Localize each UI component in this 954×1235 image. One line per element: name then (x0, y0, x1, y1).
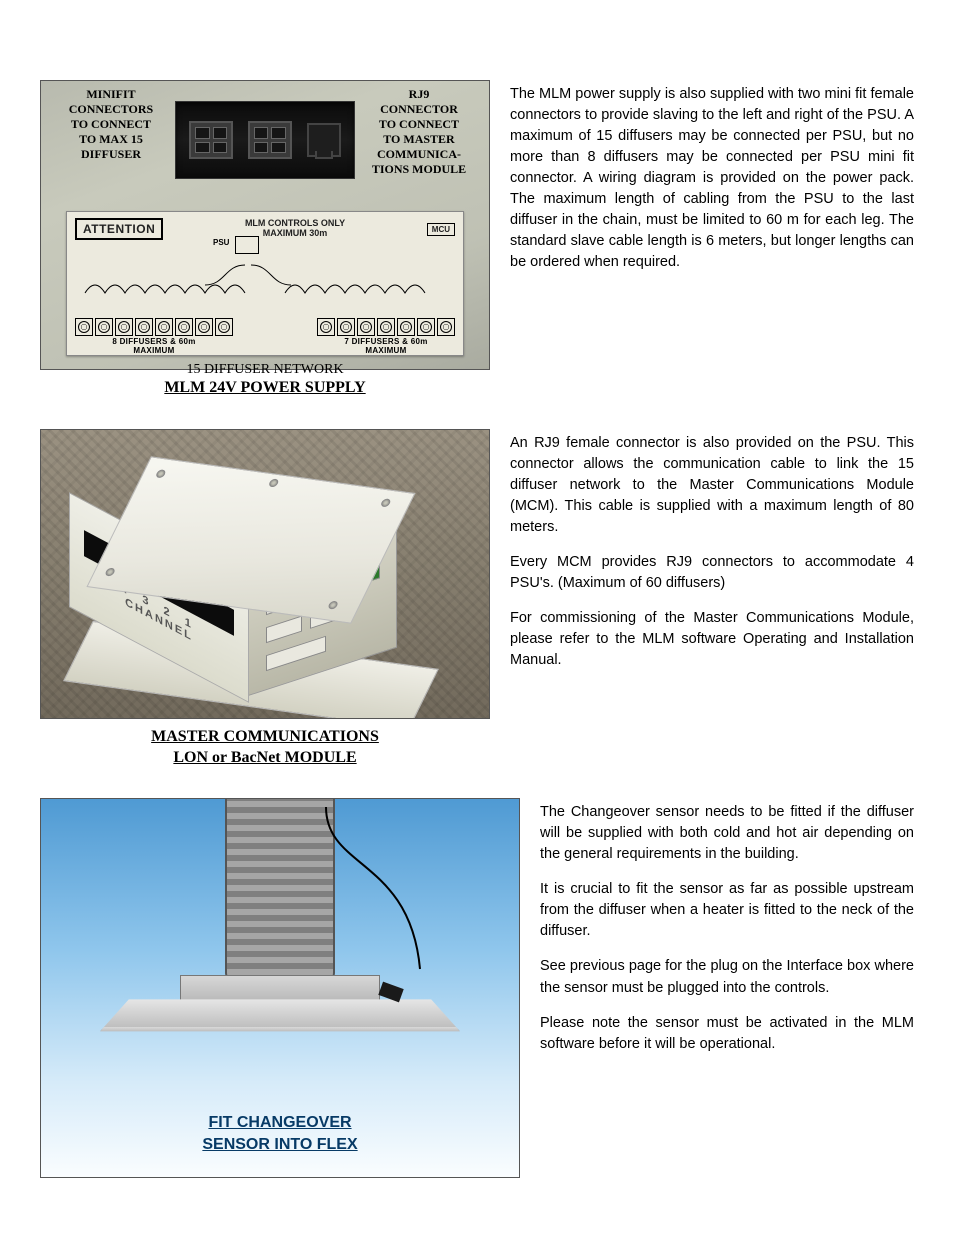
right-diffuser-sub: 7 DIFFUSERS & 60m MAXIMUM (344, 338, 427, 356)
section-power-supply: MINIFIT CONNECTORS TO CONNECT TO MAX 15 … (40, 80, 914, 399)
psu-left-label: MINIFIT CONNECTORS TO CONNECT TO MAX 15 … (51, 87, 171, 162)
network-title: 15 DIFFUSER NETWORK (75, 362, 455, 378)
minifit-connector-icon (189, 121, 233, 159)
right-diffuser-group: 7 DIFFUSERS & 60m MAXIMUM (317, 318, 455, 356)
max-30m-label: MAXIMUM 30m (169, 229, 421, 239)
diffuser-icon (215, 318, 233, 336)
psu-description: The MLM power supply is also supplied wi… (510, 80, 914, 287)
mcm-paragraph-2: Every MCM provides RJ9 connectors to acc… (510, 552, 914, 594)
psu-box-icon (235, 236, 259, 254)
mcm-paragraph-1: An RJ9 female connector is also provided… (510, 433, 914, 538)
psu-caption: MLM 24V POWER SUPPLY (40, 378, 490, 399)
mcm-paragraph-3: For commissioning of the Master Communic… (510, 608, 914, 671)
psu-tag: PSU (213, 238, 229, 247)
left-diffuser-group: 8 DIFFUSERS & 60m MAXIMUM (75, 318, 233, 356)
psu-wiring-card: ATTENTION MLM CONTROLS ONLY MAXIMUM 30m … (66, 211, 464, 356)
changeover-figure-column: FIT CHANGEOVER SENSOR INTO FLEX (40, 798, 520, 1178)
psu-connector-area (175, 101, 355, 179)
diffuser-icon (115, 318, 133, 336)
mcm-figure-column: 4 3 2 1 CHANNEL MASTER COMMUNICATIONS LO… (40, 429, 490, 769)
diffuser-icon (337, 318, 355, 336)
diffuser-body (100, 975, 460, 1035)
diffuser-icon (75, 318, 93, 336)
diffuser-icon (95, 318, 113, 336)
mcm-caption: MASTER COMMUNICATIONS LON or BacNet MODU… (40, 727, 490, 769)
changeover-paragraph-3: See previous page for the plug on the In… (540, 956, 914, 998)
psu-paragraph-1: The MLM power supply is also supplied wi… (510, 84, 914, 273)
rj9-connector-icon (307, 123, 341, 157)
left-diffuser-sub: 8 DIFFUSERS & 60m MAXIMUM (112, 338, 195, 356)
diffuser-icon (417, 318, 435, 336)
changeover-diagram: FIT CHANGEOVER SENSOR INTO FLEX (40, 798, 520, 1178)
mcm-photo: 4 3 2 1 CHANNEL (40, 429, 490, 719)
section-changeover: FIT CHANGEOVER SENSOR INTO FLEX The Chan… (40, 798, 914, 1178)
sensor-wire-icon (320, 799, 440, 999)
psu-right-label: RJ9 CONNECTOR TO CONNECT TO MASTER COMMU… (359, 87, 479, 177)
diffuser-icon (135, 318, 153, 336)
minifit-connector-icon (248, 121, 292, 159)
psu-wiring-diagram (75, 258, 455, 318)
section-mcm: 4 3 2 1 CHANNEL MASTER COMMUNICATIONS LO… (40, 429, 914, 769)
flex-duct-icon (225, 798, 335, 979)
diffuser-icon (377, 318, 395, 336)
changeover-paragraph-2: It is crucial to fit the sensor as far a… (540, 879, 914, 942)
diffuser-icon (357, 318, 375, 336)
changeover-caption: FIT CHANGEOVER SENSOR INTO FLEX (202, 1112, 357, 1155)
changeover-paragraph-4: Please note the sensor must be activated… (540, 1013, 914, 1055)
changeover-paragraph-1: The Changeover sensor needs to be fitted… (540, 802, 914, 865)
changeover-description: The Changeover sensor needs to be fitted… (540, 798, 914, 1068)
attention-label: ATTENTION (75, 218, 163, 240)
diffuser-icon (437, 318, 455, 336)
diffuser-icon (175, 318, 193, 336)
mcu-label: MCU (427, 223, 455, 236)
mcm-description: An RJ9 female connector is also provided… (510, 429, 914, 685)
diffuser-icon (195, 318, 213, 336)
diffuser-icon (317, 318, 335, 336)
wiring-svg (75, 258, 455, 318)
psu-figure-column: MINIFIT CONNECTORS TO CONNECT TO MAX 15 … (40, 80, 490, 399)
diffuser-icon (397, 318, 415, 336)
diffuser-icon (155, 318, 173, 336)
psu-panel-photo: MINIFIT CONNECTORS TO CONNECT TO MAX 15 … (40, 80, 490, 370)
